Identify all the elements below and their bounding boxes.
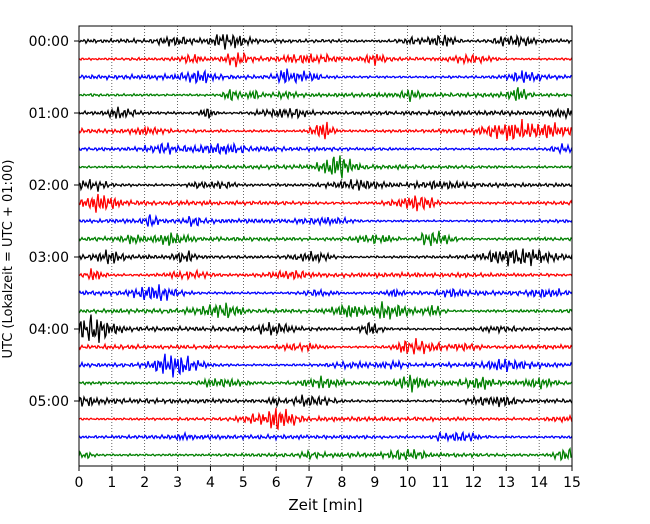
trace-row-1	[78, 51, 573, 68]
x-tick-label-8: 8	[337, 475, 346, 491]
x-tick-label-9: 9	[370, 475, 379, 491]
trace-row-2	[78, 68, 573, 85]
trace-row-11	[78, 230, 573, 247]
x-tick-label-3: 3	[173, 475, 182, 491]
x-tick-label-1: 1	[107, 475, 116, 491]
trace-row-15	[78, 301, 573, 320]
trace-row-12	[78, 248, 573, 267]
y-axis-ticks: 00:00 01:00 02:00 03:00 04:00 05:00	[29, 34, 79, 410]
trace-row-9	[78, 193, 573, 213]
x-tick-label-2: 2	[140, 475, 149, 491]
x-tick-label-13: 13	[497, 475, 515, 491]
trace-row-18	[78, 353, 573, 378]
trace-row-8	[78, 178, 573, 192]
trace-row-3	[78, 87, 573, 103]
x-tick-label-5: 5	[239, 475, 248, 491]
grid-lines	[111, 26, 540, 466]
x-tick-label-6: 6	[272, 475, 281, 491]
trace-row-7	[78, 155, 573, 179]
trace-row-23	[78, 447, 573, 462]
x-tick-label-10: 10	[399, 475, 417, 491]
trace-row-17	[78, 338, 573, 355]
trace-row-21	[78, 408, 573, 431]
trace-row-14	[78, 284, 573, 302]
x-tick-label-14: 14	[530, 475, 548, 491]
trace-row-16	[78, 314, 573, 343]
trace-row-6	[78, 141, 573, 156]
x-tick-label-7: 7	[305, 475, 314, 491]
x-axis-label: Zeit [min]	[288, 496, 362, 514]
y-axis-label: UTC (Lokalzeit = UTC + 01:00)	[1, 160, 16, 359]
y-tick-label-5: 05:00	[29, 394, 69, 410]
y-tick-label-2: 02:00	[29, 178, 69, 194]
trace-row-13	[78, 268, 573, 281]
plot-frame	[78, 25, 573, 467]
trace-row-10	[78, 214, 573, 228]
y-tick-label-4: 04:00	[29, 322, 69, 338]
x-tick-label-15: 15	[563, 475, 581, 491]
y-tick-label-3: 03:00	[29, 250, 69, 266]
y-tick-label-0: 00:00	[29, 34, 69, 50]
y-tick-label-1: 01:00	[29, 106, 69, 122]
x-axis-ticks: 0 1 2 3 4 5 6 7 8 9 10 11 12 13 14 15	[75, 466, 581, 491]
x-tick-label-4: 4	[206, 475, 215, 491]
x-tick-label-12: 12	[464, 475, 482, 491]
trace-row-19	[78, 374, 573, 393]
trace-row-4	[78, 106, 573, 121]
trace-row-20	[78, 394, 573, 408]
trace-row-0	[78, 33, 573, 50]
trace-row-5	[78, 118, 573, 141]
seismic-traces	[78, 33, 573, 462]
x-tick-label-11: 11	[432, 475, 450, 491]
x-tick-label-0: 0	[75, 475, 84, 491]
trace-row-22	[78, 430, 573, 443]
